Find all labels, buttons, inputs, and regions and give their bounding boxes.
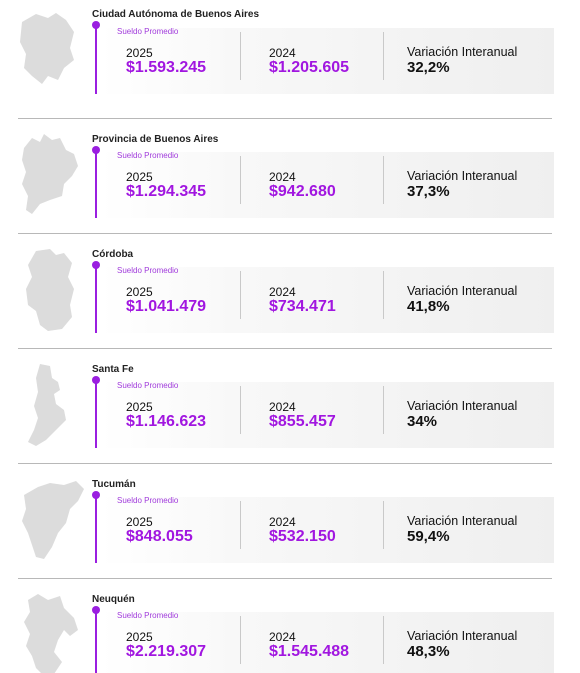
year-previous: 2024 [269, 515, 296, 529]
year-current: 2025 [126, 515, 153, 529]
row-separator [18, 118, 552, 119]
year-current: 2025 [126, 630, 153, 644]
tucuman-map-icon [14, 475, 86, 565]
timeline-dot [92, 21, 100, 29]
column-divider [240, 501, 241, 549]
salary-card [100, 28, 554, 94]
salary-card [100, 382, 554, 448]
timeline-stem [95, 380, 97, 448]
province-row: Santa Fe Sueldo Promedio 2025 $1.146.623 202… [0, 348, 580, 464]
column-divider [240, 616, 241, 664]
salary-previous: $734.471 [269, 298, 336, 315]
row-separator [18, 578, 552, 579]
variacion-value: 37,3% [407, 183, 450, 200]
salary-previous: $855.457 [269, 413, 336, 430]
santa-fe-map-icon [14, 360, 86, 450]
salary-card [100, 267, 554, 333]
variacion-label: Variación Interanual [407, 629, 518, 643]
neuquen-map-icon [14, 590, 86, 673]
caba-map-icon [14, 10, 86, 100]
salary-current: $1.146.623 [126, 413, 207, 430]
sueldo-promedio-label: Sueldo Promedio [117, 611, 179, 620]
salary-current: $1.294.345 [126, 183, 207, 200]
sueldo-promedio-label: Sueldo Promedio [117, 266, 179, 275]
variacion-value: 41,8% [407, 298, 450, 315]
salary-current: $848.055 [126, 528, 193, 545]
timeline-stem [95, 150, 97, 218]
column-divider [383, 386, 384, 434]
year-previous: 2024 [269, 170, 296, 184]
province-row: Ciudad Autónoma de Buenos Aires Sueldo Pr… [0, 0, 580, 116]
sueldo-promedio-label: Sueldo Promedio [117, 496, 179, 505]
province-name: Córdoba [92, 249, 134, 260]
salary-card [100, 612, 554, 673]
province-name: Provincia de Buenos Aires [92, 134, 219, 145]
province-row: Provincia de Buenos Aires Sueldo Promedio… [0, 118, 580, 234]
year-current: 2025 [126, 46, 153, 60]
cordoba-map-icon [14, 245, 86, 335]
variacion-label: Variación Interanual [407, 284, 518, 298]
year-current: 2025 [126, 170, 153, 184]
variacion-label: Variación Interanual [407, 169, 518, 183]
salary-previous: $1.545.488 [269, 643, 350, 660]
province-name: Santa Fe [92, 364, 134, 375]
variacion-value: 48,3% [407, 643, 450, 660]
year-current: 2025 [126, 285, 153, 299]
timeline-stem [95, 610, 97, 673]
salary-previous: $532.150 [269, 528, 336, 545]
province-row: Tucumán Sueldo Promedio 2025 $848.055 2024 $5… [0, 463, 580, 579]
province-row: Córdoba Sueldo Promedio 2025 $1.041.479 2024… [0, 233, 580, 349]
year-previous: 2024 [269, 630, 296, 644]
column-divider [383, 32, 384, 80]
column-divider [240, 271, 241, 319]
sueldo-promedio-label: Sueldo Promedio [117, 27, 179, 36]
salary-previous: $1.205.605 [269, 59, 350, 76]
province-row: Neuquén Sueldo Promedio 2025 $2.219.307 2024… [0, 578, 580, 673]
sueldo-promedio-label: Sueldo Promedio [117, 381, 179, 390]
timeline-dot [92, 261, 100, 269]
timeline-stem [95, 265, 97, 333]
column-divider [240, 32, 241, 80]
year-previous: 2024 [269, 285, 296, 299]
column-divider [240, 386, 241, 434]
timeline-stem [95, 495, 97, 563]
timeline-dot [92, 606, 100, 614]
salary-card [100, 152, 554, 218]
salary-card [100, 497, 554, 563]
variacion-label: Variación Interanual [407, 399, 518, 413]
year-previous: 2024 [269, 400, 296, 414]
year-previous: 2024 [269, 46, 296, 60]
year-current: 2025 [126, 400, 153, 414]
column-divider [383, 271, 384, 319]
buenos-aires-map-icon [14, 130, 86, 220]
timeline-dot [92, 376, 100, 384]
province-name: Ciudad Autónoma de Buenos Aires [92, 9, 260, 20]
row-separator [18, 233, 552, 234]
timeline-dot [92, 146, 100, 154]
row-separator [18, 348, 552, 349]
column-divider [383, 156, 384, 204]
variacion-value: 34% [407, 413, 438, 430]
province-name: Tucumán [92, 479, 136, 490]
column-divider [240, 156, 241, 204]
variacion-label: Variación Interanual [407, 45, 518, 59]
variacion-label: Variación Interanual [407, 514, 518, 528]
salary-current: $2.219.307 [126, 643, 207, 660]
variacion-value: 59,4% [407, 528, 450, 545]
sueldo-promedio-label: Sueldo Promedio [117, 151, 179, 160]
timeline-dot [92, 491, 100, 499]
column-divider [383, 616, 384, 664]
province-name: Neuquén [92, 594, 135, 605]
column-divider [383, 501, 384, 549]
salary-previous: $942.680 [269, 183, 336, 200]
salary-current: $1.593.245 [126, 59, 207, 76]
row-separator [18, 463, 552, 464]
timeline-stem [95, 25, 97, 94]
variacion-value: 32,2% [407, 59, 450, 76]
salary-current: $1.041.479 [126, 298, 207, 315]
